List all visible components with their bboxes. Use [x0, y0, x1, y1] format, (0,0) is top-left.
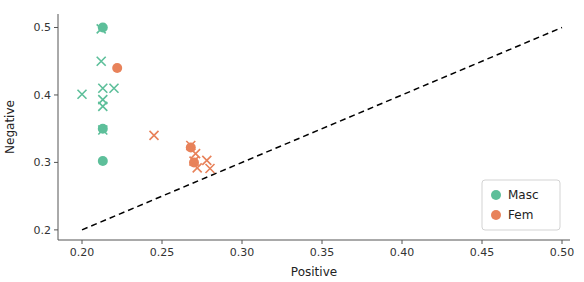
legend-marker	[491, 210, 501, 220]
tick	[162, 240, 163, 244]
tick	[322, 240, 323, 244]
tick	[82, 240, 83, 244]
legend-box	[482, 180, 560, 230]
tick	[54, 94, 58, 95]
tick-label: 0.3	[34, 156, 52, 169]
circle-point	[98, 156, 108, 166]
tick	[54, 27, 58, 28]
cross-point	[206, 164, 215, 173]
cross-point	[110, 84, 119, 93]
legend-label: Fem	[508, 208, 533, 222]
chart: 0.20 0.25 0.30 0.35 0.40 0.45 0.50 0.2 0.3 0.4 0.5…	[0, 0, 584, 282]
tick	[54, 229, 58, 230]
circle-point	[186, 143, 196, 153]
tick-label: 0.2	[34, 224, 52, 237]
cross-point	[186, 141, 195, 150]
tick-label: 0.50	[550, 246, 575, 259]
x-axis	[58, 240, 570, 241]
tick-label: 0.25	[150, 246, 175, 259]
circle-point	[98, 124, 108, 134]
cross-point	[98, 84, 107, 93]
circle-point	[112, 63, 122, 73]
tick-label: 0.4	[34, 89, 52, 102]
y-axis	[58, 14, 59, 240]
cross-point	[98, 102, 107, 111]
plot-area	[78, 22, 563, 229]
tick-label: 0.35	[310, 246, 335, 259]
tick	[562, 240, 563, 244]
legend: Masc Fem	[482, 180, 560, 230]
cross-point	[202, 156, 211, 165]
legend-label: Masc	[508, 188, 539, 202]
tick	[482, 240, 483, 244]
line	[82, 27, 562, 229]
cross-point	[78, 90, 87, 99]
cross-point	[98, 126, 107, 135]
circle-point	[189, 157, 199, 167]
tick-label: 0.45	[470, 246, 495, 259]
tick-label: 0.30	[230, 246, 255, 259]
legend-marker	[491, 190, 501, 200]
cross-point	[150, 131, 159, 140]
cross-point	[97, 57, 106, 66]
tick	[402, 240, 403, 244]
cross-point	[193, 163, 202, 172]
y-axis-label: Negative	[3, 100, 17, 154]
cross-point	[97, 24, 106, 33]
x-axis-label: Positive	[291, 265, 337, 279]
tick-label: 0.40	[390, 246, 415, 259]
tick-label: 0.20	[70, 246, 95, 259]
cross-point	[191, 149, 200, 158]
tick-label: 0.5	[34, 21, 52, 34]
tick	[242, 240, 243, 244]
tick	[54, 162, 58, 163]
